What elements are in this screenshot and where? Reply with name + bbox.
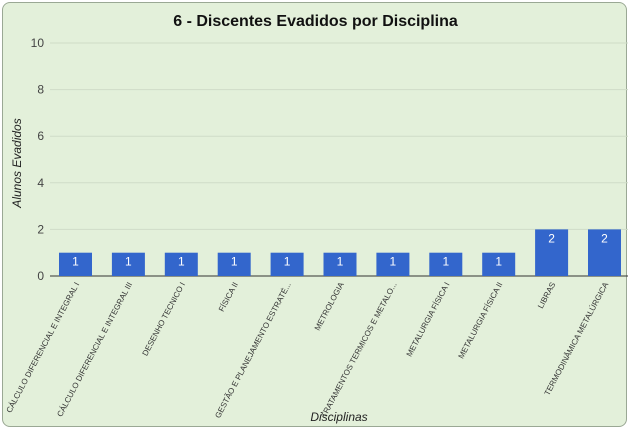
x-category-label: LIBRAS xyxy=(536,281,557,310)
bar-value-label: 1 xyxy=(442,255,449,269)
bar-layer: 1 1 1 1 1 1 1 1 1 2 2 xyxy=(59,229,621,276)
label-layer: CÁLCULO DIFERENCIAL E INTEGRAL ICÁLCULO … xyxy=(5,280,611,420)
y-tick-label: 0 xyxy=(37,269,44,283)
bar-value-label: 1 xyxy=(178,255,185,269)
bar[interactable] xyxy=(588,229,621,276)
bar-value-label: 2 xyxy=(601,231,608,245)
y-tick-label: 4 xyxy=(37,176,44,190)
bar-value-label: 1 xyxy=(231,255,238,269)
bar[interactable] xyxy=(111,252,145,276)
bar[interactable] xyxy=(323,252,357,276)
x-category-label: METALURGIA FÍSICA II xyxy=(457,281,505,360)
y-axis-title: Alunos Evadidos xyxy=(10,118,24,208)
bar[interactable] xyxy=(535,229,569,276)
bar-chart: 0 2 4 6 8 10 1 1 1 1 1 1 1 1 1 2 2 CÁLCULO DIFERENCIAL … xyxy=(5,36,628,424)
chart-card: 6 - Discentes Evadidos por Disciplina 0 2… xyxy=(2,2,628,427)
bar[interactable] xyxy=(270,252,304,276)
y-tick-label: 2 xyxy=(37,222,44,236)
y-tick-label: 6 xyxy=(37,129,44,143)
bar[interactable] xyxy=(482,252,516,276)
x-category-label: TERMODINÂMICA METALÚRGICA xyxy=(543,280,611,397)
bar-value-label: 2 xyxy=(548,231,555,245)
x-category-label: METROLOGIA xyxy=(313,280,346,332)
bar[interactable] xyxy=(164,252,198,276)
bar[interactable] xyxy=(59,252,92,276)
bar-value-label: 1 xyxy=(72,255,79,269)
bar[interactable] xyxy=(429,252,463,276)
bar-value-label: 1 xyxy=(337,255,344,269)
bar-value-label: 1 xyxy=(390,255,397,269)
x-axis-title: Disciplinas xyxy=(310,410,367,424)
x-category-label: FÍSICA II xyxy=(217,281,240,313)
y-tick-label: 10 xyxy=(31,36,45,50)
x-category-label: METALURGIA FÍSICA I xyxy=(405,281,452,358)
bar-value-label: 1 xyxy=(495,255,502,269)
chart-title: 6 - Discentes Evadidos por Disciplina xyxy=(173,13,458,30)
bar[interactable] xyxy=(217,252,251,276)
x-category-label: DESENHO TECNICO I xyxy=(141,281,187,358)
bar-value-label: 1 xyxy=(125,255,132,269)
y-tick-label: 8 xyxy=(37,83,44,97)
bar[interactable] xyxy=(376,252,410,276)
bar-value-label: 1 xyxy=(284,255,291,269)
